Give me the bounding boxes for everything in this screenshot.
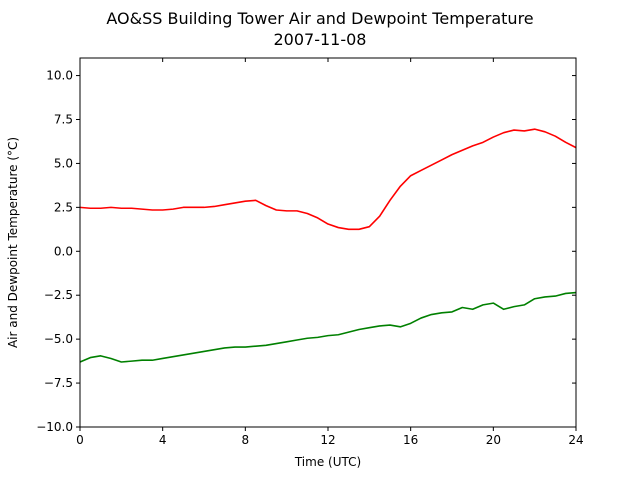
x-tick-label: 0 xyxy=(76,433,84,447)
y-tick-label: −2.5 xyxy=(44,288,73,302)
series-layer xyxy=(79,128,577,363)
y-tick-label: −5.0 xyxy=(44,332,73,346)
air-temperature-line xyxy=(79,128,577,231)
y-axis-label: Air and Dewpoint Temperature (°C) xyxy=(6,137,20,348)
x-tick-label: 16 xyxy=(403,433,418,447)
y-tick-label: 7.5 xyxy=(54,113,73,127)
x-tick-label: 4 xyxy=(159,433,167,447)
y-tick-label: 0.0 xyxy=(54,244,73,258)
x-tick-label: 12 xyxy=(320,433,335,447)
plot-frame xyxy=(79,57,577,428)
chart-title: AO&SS Building Tower Air and Dewpoint Te… xyxy=(106,9,533,28)
x-axis-label: Time (UTC) xyxy=(294,455,361,469)
x-tick-label: 20 xyxy=(486,433,501,447)
dewpoint-temperature-line xyxy=(79,291,577,363)
x-tick-label: 24 xyxy=(568,433,583,447)
y-tick-label: −7.5 xyxy=(44,376,73,390)
chart-subtitle: 2007-11-08 xyxy=(274,30,367,49)
y-tick-label: 2.5 xyxy=(54,200,73,214)
x-tick-label: 8 xyxy=(242,433,250,447)
y-tick-label: 10.0 xyxy=(46,69,73,83)
axis-layer: 0 4 8 12 16 20 24 −10.0 −7.5 −5.0 −2.5 0.0 2.5 5.0 7.5… xyxy=(36,58,584,447)
y-tick-label: 5.0 xyxy=(54,156,73,170)
y-tick-label: −10.0 xyxy=(36,420,73,434)
